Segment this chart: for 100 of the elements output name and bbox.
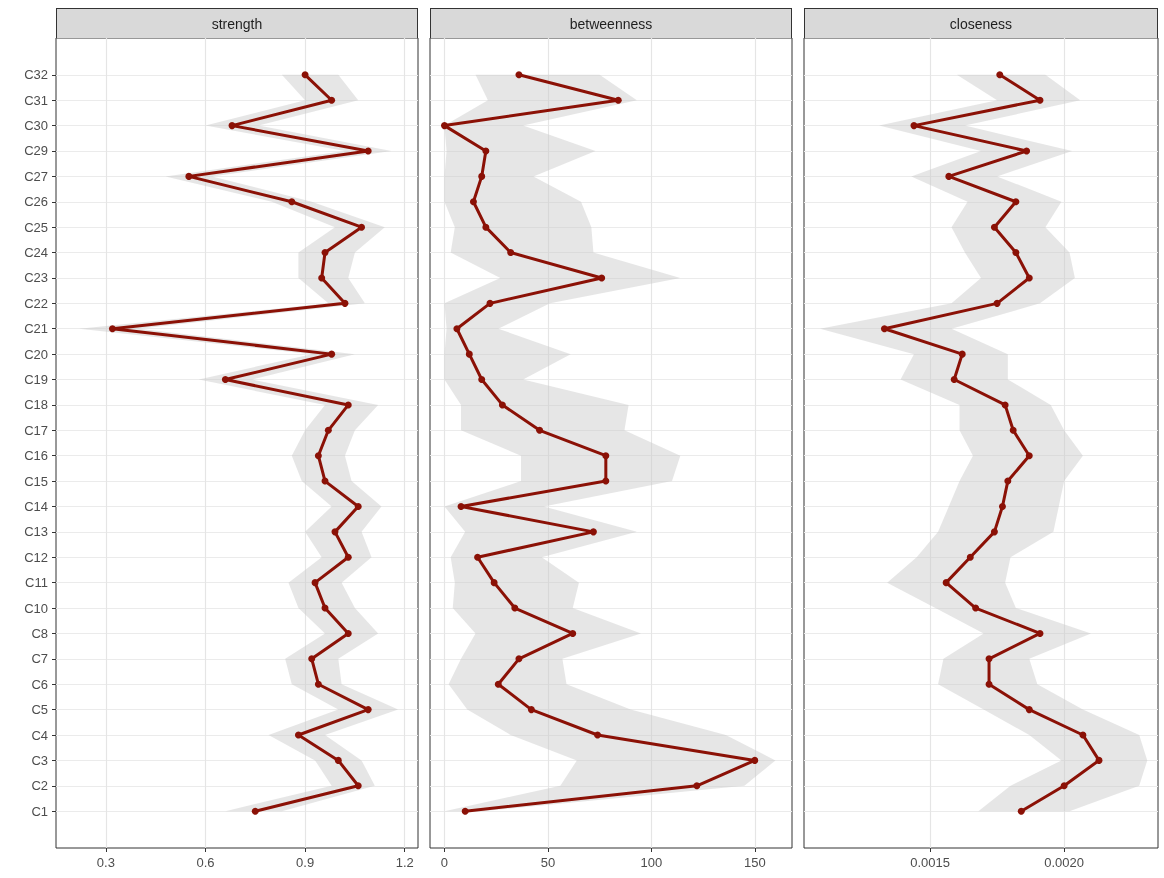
y-tick-label: C15 <box>24 473 48 489</box>
y-tick-label: C17 <box>24 422 48 438</box>
point <box>1025 452 1033 460</box>
point <box>251 807 259 815</box>
point <box>364 147 372 155</box>
point <box>993 299 1001 307</box>
point <box>108 325 116 333</box>
y-tick-label: C26 <box>24 194 48 210</box>
point <box>461 807 469 815</box>
y-tick-label: C10 <box>24 600 48 616</box>
point <box>185 172 193 180</box>
point <box>1036 629 1044 637</box>
point <box>324 426 332 434</box>
x-tick-label: 0.3 <box>96 855 115 870</box>
point <box>354 782 362 790</box>
y-tick-label: C19 <box>24 372 48 388</box>
point <box>221 376 229 384</box>
x-tick-label: 0 <box>440 855 449 870</box>
x-tick-label: 1.2 <box>395 855 414 870</box>
point <box>1036 96 1044 104</box>
y-tick-label: C6 <box>31 676 48 692</box>
point <box>294 731 302 739</box>
y-tick-label: C31 <box>24 92 48 108</box>
point <box>990 223 998 231</box>
point <box>945 172 953 180</box>
y-tick-label: C3 <box>31 752 48 768</box>
y-tick-label: C20 <box>24 346 48 362</box>
point <box>482 223 490 231</box>
point <box>301 71 309 79</box>
point <box>358 223 366 231</box>
y-tick-label: C11 <box>25 575 48 591</box>
point <box>515 71 523 79</box>
y-tick-label: C25 <box>24 219 48 235</box>
y-tick-label: C29 <box>24 143 48 159</box>
y-tick-label: C1 <box>31 803 48 819</box>
point <box>478 376 486 384</box>
point <box>228 122 236 130</box>
point <box>469 198 477 206</box>
point <box>507 249 515 257</box>
point <box>569 629 577 637</box>
chart-title: betweenness <box>430 8 792 38</box>
y-tick-label: C21 <box>24 321 48 337</box>
x-tick-label: 0.0020 <box>1044 855 1085 870</box>
point <box>602 452 610 460</box>
y-tick-label: C18 <box>24 397 48 413</box>
chart-title: closeness <box>804 8 1158 38</box>
chart-title: strength <box>56 8 418 38</box>
x-tick-label: 0.0015 <box>910 855 950 870</box>
point <box>364 706 372 714</box>
point <box>942 579 950 587</box>
point <box>318 274 326 282</box>
y-tick-label: C32 <box>24 67 48 83</box>
y-tick-label: C2 <box>31 778 48 794</box>
point <box>465 350 473 358</box>
point <box>314 452 322 460</box>
y-tick-label: C12 <box>24 549 48 565</box>
point <box>985 680 993 688</box>
y-tick-label: C7 <box>31 651 48 667</box>
point <box>328 350 336 358</box>
point <box>354 502 362 510</box>
point <box>1004 477 1012 485</box>
point <box>474 553 482 561</box>
point <box>527 706 535 714</box>
y-tick-label: C5 <box>31 702 48 718</box>
x-tick-label: 150 <box>743 855 766 870</box>
point <box>288 198 296 206</box>
point <box>985 655 993 663</box>
point <box>693 782 701 790</box>
y-tick-label: C22 <box>24 295 48 311</box>
point <box>996 71 1004 79</box>
point <box>602 477 610 485</box>
point <box>344 401 352 409</box>
point <box>344 629 352 637</box>
point <box>1012 198 1020 206</box>
x-tick-label: 100 <box>640 855 663 870</box>
y-tick-label: C16 <box>24 448 48 464</box>
point <box>311 579 319 587</box>
point <box>490 579 498 587</box>
y-tick-label: C8 <box>31 625 48 641</box>
y-tick-label: C23 <box>24 270 48 286</box>
point <box>910 122 918 130</box>
point <box>972 604 980 612</box>
point <box>594 731 602 739</box>
y-tick-label: C14 <box>24 498 48 514</box>
point <box>1025 274 1033 282</box>
point <box>998 502 1006 510</box>
point <box>958 350 966 358</box>
x-tick-label: 50 <box>540 855 556 870</box>
point <box>344 553 352 561</box>
point <box>880 325 888 333</box>
point <box>314 680 322 688</box>
x-tick-label: 0.9 <box>296 855 315 870</box>
y-tick-label: C4 <box>31 727 48 743</box>
point <box>1095 756 1103 764</box>
y-tick-label: C13 <box>24 524 48 540</box>
point <box>486 299 494 307</box>
point <box>598 274 606 282</box>
point <box>457 502 465 510</box>
point <box>515 655 523 663</box>
point <box>1060 782 1068 790</box>
